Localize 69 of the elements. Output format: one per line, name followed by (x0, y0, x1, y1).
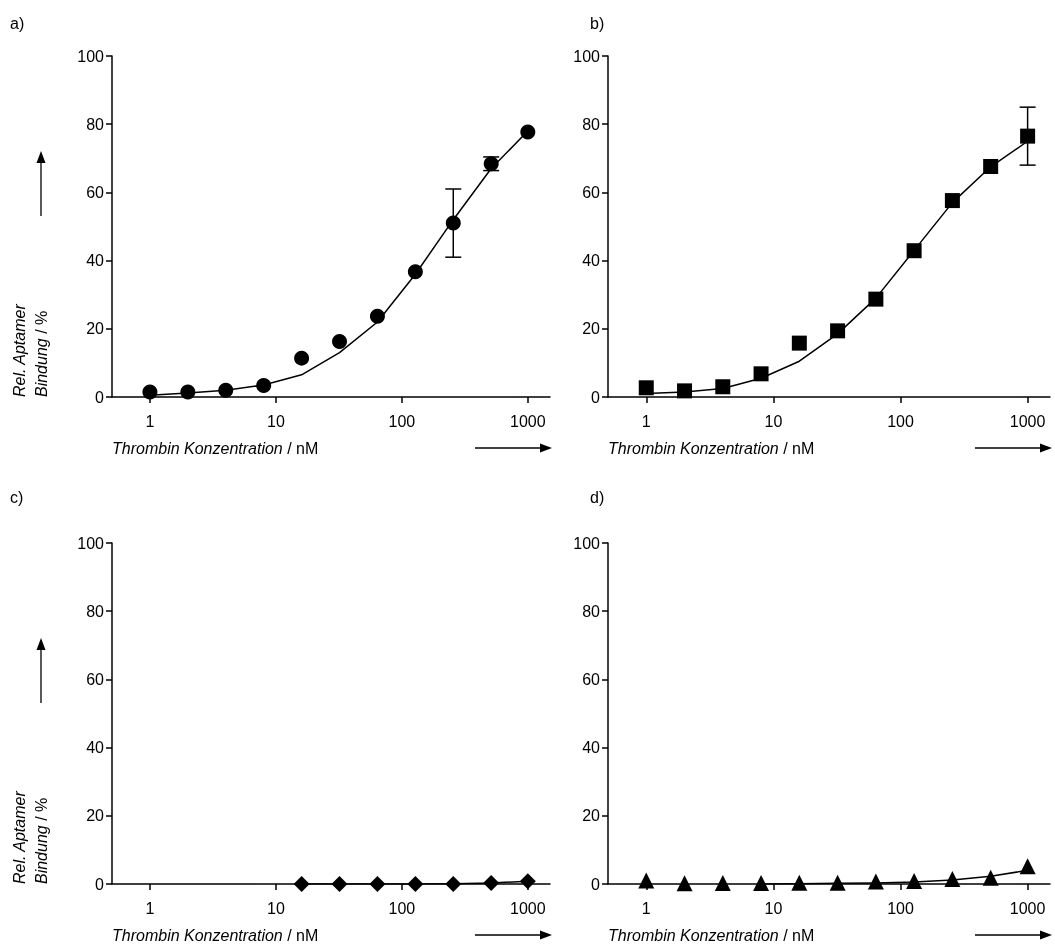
x-tick-label: 1000 (510, 412, 546, 430)
x-tick-label: 10 (266, 899, 285, 917)
y-tick-label: 40 (86, 739, 105, 757)
x-axis-title: Thrombin Konzentration / nM (112, 926, 319, 944)
point (332, 333, 348, 349)
y-tick-label: 20 (582, 807, 601, 825)
y-tick-label: 60 (86, 670, 105, 688)
x-tick-label: 100 (388, 899, 416, 917)
y-tick-label: 100 (77, 534, 105, 552)
x-tick-label: 100 (887, 899, 914, 917)
x-tick-label: 100 (887, 412, 914, 430)
y-tick-label: 0 (591, 388, 601, 406)
y-tick-label: 80 (582, 602, 601, 620)
y-tick-label: 60 (582, 670, 601, 688)
y-tick-label: 80 (86, 602, 105, 620)
point (520, 124, 536, 140)
x-axis-title: Thrombin Konzentration / nM (608, 439, 815, 457)
y-tick-label: 100 (77, 47, 105, 65)
x-tick-label: 1 (145, 412, 155, 430)
point (830, 323, 846, 339)
y-tick-label: 0 (591, 875, 601, 893)
point (638, 380, 654, 396)
x-tick-label: 10 (764, 899, 783, 917)
point (1020, 128, 1036, 144)
point (142, 384, 158, 400)
x-tick-label: 1000 (1009, 412, 1046, 430)
chart-title: c) (10, 488, 24, 506)
x-axis-title: Thrombin Konzentration / nM (608, 926, 815, 944)
x-axis-title: Thrombin Konzentration / nM (112, 439, 319, 457)
point (294, 350, 310, 366)
point (180, 384, 196, 400)
point (677, 383, 693, 399)
x-tick-label: 1000 (510, 899, 546, 917)
y-tick-label: 0 (95, 875, 105, 893)
point (791, 335, 807, 351)
chart-title: d) (590, 488, 605, 506)
y-tick-label: 40 (86, 252, 105, 270)
y-tick-label: 20 (86, 807, 105, 825)
x-tick-label: 10 (266, 412, 285, 430)
chart-title: a) (10, 14, 25, 32)
y-tick-label: 40 (582, 252, 601, 270)
point (407, 264, 423, 280)
y-tick-label: 60 (582, 183, 601, 201)
x-tick-label: 1 (641, 412, 651, 430)
point (218, 382, 234, 398)
point (715, 379, 731, 395)
y-tick-label: 100 (573, 47, 601, 65)
y-tick-label: 60 (86, 183, 105, 201)
x-tick-label: 1 (145, 899, 155, 917)
point (944, 193, 960, 209)
y-tick-label: 20 (582, 320, 601, 338)
x-tick-label: 1 (641, 899, 651, 917)
y-tick-label: 0 (95, 388, 105, 406)
point (753, 366, 769, 382)
y-tick-label: 80 (86, 115, 105, 133)
point (256, 377, 272, 393)
point (369, 308, 385, 324)
y-tick-label: 80 (582, 115, 601, 133)
point (983, 158, 999, 174)
chart-title: b) (590, 14, 605, 32)
y-tick-label: 40 (582, 739, 601, 757)
x-tick-label: 1000 (1009, 899, 1046, 917)
point (906, 243, 922, 259)
y-tick-label: 100 (573, 534, 601, 552)
y-tick-label: 20 (86, 320, 105, 338)
point (868, 291, 884, 307)
x-tick-label: 10 (764, 412, 783, 430)
point (445, 215, 461, 231)
x-tick-label: 100 (388, 412, 416, 430)
